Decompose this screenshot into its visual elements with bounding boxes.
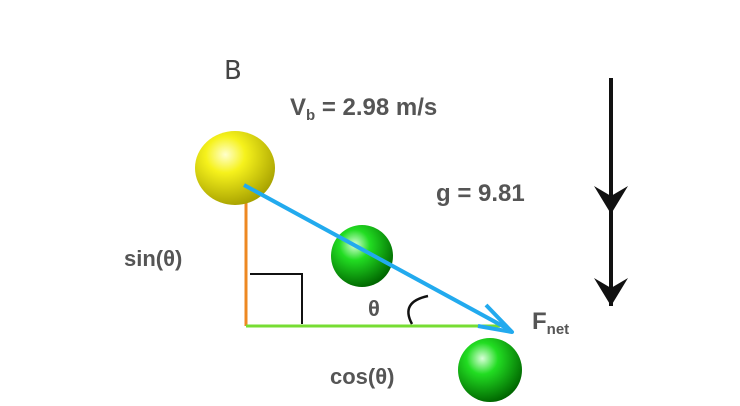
- gravity-arrowhead-upper: [594, 186, 628, 214]
- net-force-label: Fnet: [532, 308, 570, 338]
- green-ball-middle: [331, 225, 393, 287]
- right-angle-marker: [250, 273, 303, 324]
- force-subscript: net: [546, 321, 570, 338]
- angle-arc: [407, 294, 429, 325]
- yellow-ball: [195, 131, 275, 205]
- velocity-symbol: V: [290, 94, 307, 121]
- velocity-label: Vb = 2.98 m/s: [290, 94, 438, 124]
- velocity-value: = 2.98 m/s: [315, 94, 438, 121]
- theta-label: θ: [368, 296, 380, 321]
- green-ball-bottom: [458, 338, 522, 402]
- force-symbol: F: [532, 308, 547, 335]
- section-label: B: [224, 56, 242, 86]
- cos-label: cos(θ): [330, 364, 395, 389]
- sin-label: sin(θ): [124, 246, 183, 271]
- velocity-subscript: b: [306, 107, 316, 124]
- net-force-arrow: [243, 183, 511, 332]
- gravity-arrowhead-lower: [594, 278, 628, 306]
- net-force-arrowhead: [477, 303, 514, 334]
- gravity-label: g = 9.81: [436, 180, 525, 207]
